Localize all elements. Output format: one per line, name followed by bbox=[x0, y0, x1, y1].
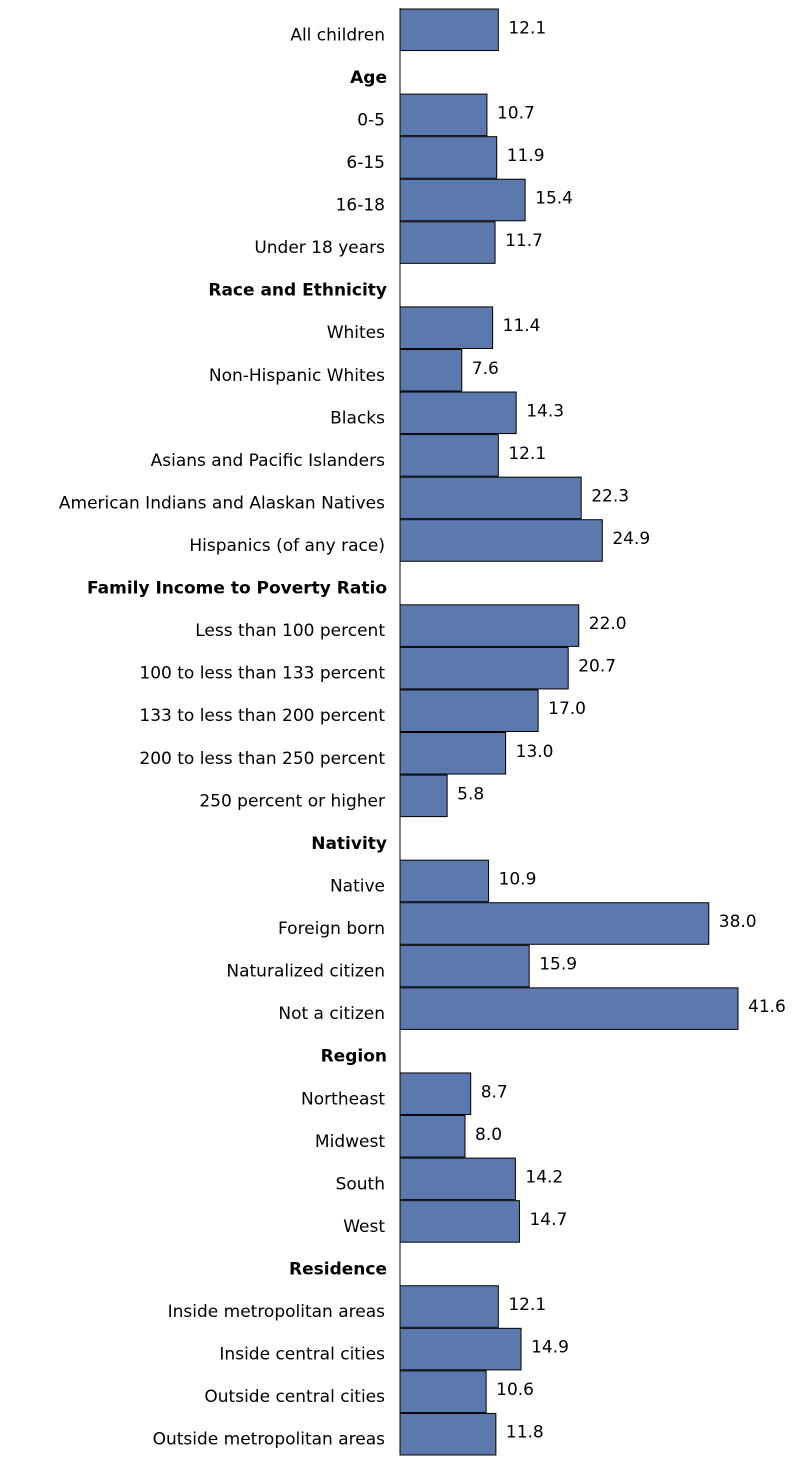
bar bbox=[399, 476, 582, 520]
value-label: 8.0 bbox=[475, 1125, 502, 1145]
value-label: 11.8 bbox=[506, 1423, 544, 1443]
category-label: 133 to less than 200 percent bbox=[139, 706, 385, 726]
value-label: 22.0 bbox=[589, 614, 627, 634]
value-label: 20.7 bbox=[578, 657, 616, 677]
bar bbox=[399, 1157, 516, 1201]
value-label: 7.6 bbox=[472, 359, 499, 379]
category-label: West bbox=[343, 1217, 385, 1237]
value-label: 15.9 bbox=[539, 955, 577, 975]
value-label: 17.0 bbox=[548, 699, 586, 719]
bar bbox=[399, 519, 603, 562]
category-label: Hispanics (of any race) bbox=[189, 536, 385, 556]
bar bbox=[399, 604, 580, 647]
value-label: 12.1 bbox=[508, 1295, 546, 1315]
category-label: South bbox=[336, 1174, 385, 1194]
category-label: Naturalized citizen bbox=[226, 962, 385, 982]
value-label: 13.0 bbox=[516, 742, 554, 762]
value-label: 12.1 bbox=[508, 444, 546, 464]
value-label: 12.1 bbox=[508, 18, 546, 38]
bar bbox=[399, 136, 498, 179]
bar bbox=[399, 1115, 466, 1158]
value-label: 11.9 bbox=[507, 146, 545, 166]
bar bbox=[399, 987, 739, 1030]
value-label: 14.2 bbox=[525, 1167, 563, 1187]
value-label: 14.7 bbox=[529, 1210, 567, 1230]
value-label: 14.9 bbox=[531, 1338, 569, 1358]
bar bbox=[399, 774, 448, 818]
category-label: Less than 100 percent bbox=[195, 621, 385, 641]
category-label: All children bbox=[290, 25, 385, 45]
group-header: Family Income to Poverty Ratio bbox=[87, 579, 387, 599]
category-label: Inside central cities bbox=[219, 1345, 385, 1365]
bar bbox=[399, 1072, 472, 1116]
group-header: Race and Ethnicity bbox=[208, 281, 387, 301]
category-label: Native bbox=[330, 876, 385, 896]
group-header: Nativity bbox=[311, 834, 387, 854]
bar bbox=[399, 178, 526, 222]
value-label: 15.4 bbox=[535, 189, 573, 209]
value-label: 24.9 bbox=[612, 529, 650, 549]
category-label: 16-18 bbox=[336, 196, 385, 216]
group-header: Residence bbox=[289, 1259, 387, 1279]
bar bbox=[399, 391, 517, 435]
value-label: 41.6 bbox=[748, 997, 786, 1017]
value-label: 10.7 bbox=[497, 103, 535, 123]
category-label: Outside metropolitan areas bbox=[153, 1430, 386, 1450]
group-header: Age bbox=[350, 68, 387, 88]
value-label: 5.8 bbox=[457, 784, 484, 804]
category-label: Non-Hispanic Whites bbox=[209, 366, 385, 386]
bar bbox=[399, 434, 499, 477]
bar bbox=[399, 859, 490, 903]
bar bbox=[399, 306, 494, 349]
category-label: Inside metropolitan areas bbox=[168, 1302, 386, 1322]
category-label: Not a citizen bbox=[278, 1004, 385, 1024]
value-label: 22.3 bbox=[591, 486, 629, 506]
value-label: 14.3 bbox=[526, 401, 564, 421]
bar bbox=[399, 944, 530, 988]
bar bbox=[399, 1285, 499, 1328]
category-label: 0-5 bbox=[357, 110, 385, 130]
category-label: Under 18 years bbox=[254, 238, 385, 258]
category-label: Whites bbox=[327, 323, 385, 343]
category-label: Blacks bbox=[330, 408, 385, 428]
category-label: 100 to less than 133 percent bbox=[139, 664, 385, 684]
bar bbox=[399, 902, 710, 945]
bar bbox=[399, 1327, 522, 1371]
category-label: 6-15 bbox=[346, 153, 385, 173]
value-label: 10.9 bbox=[499, 869, 537, 889]
value-label: 38.0 bbox=[719, 912, 757, 932]
bar bbox=[399, 689, 539, 732]
category-label: Asians and Pacific Islanders bbox=[151, 451, 386, 471]
category-label: Outside central cities bbox=[204, 1387, 385, 1407]
bar bbox=[399, 348, 463, 392]
group-header: Region bbox=[321, 1047, 387, 1067]
bar bbox=[399, 8, 499, 52]
bar bbox=[399, 646, 569, 690]
bar bbox=[399, 732, 507, 775]
bar bbox=[399, 1200, 520, 1243]
value-label: 11.7 bbox=[505, 231, 543, 251]
category-label: American Indians and Alaskan Natives bbox=[59, 493, 385, 513]
bar bbox=[399, 93, 488, 137]
bar bbox=[399, 1412, 497, 1456]
category-label: Foreign born bbox=[278, 919, 385, 939]
bar bbox=[399, 1370, 487, 1413]
category-label: 200 to less than 250 percent bbox=[139, 749, 385, 769]
bar bbox=[399, 221, 496, 264]
value-label: 10.6 bbox=[496, 1380, 534, 1400]
category-label: 250 percent or higher bbox=[199, 791, 385, 811]
value-label: 11.4 bbox=[503, 316, 541, 336]
category-label: Midwest bbox=[315, 1132, 385, 1152]
category-label: Northeast bbox=[301, 1089, 385, 1109]
value-label: 8.7 bbox=[481, 1082, 508, 1102]
